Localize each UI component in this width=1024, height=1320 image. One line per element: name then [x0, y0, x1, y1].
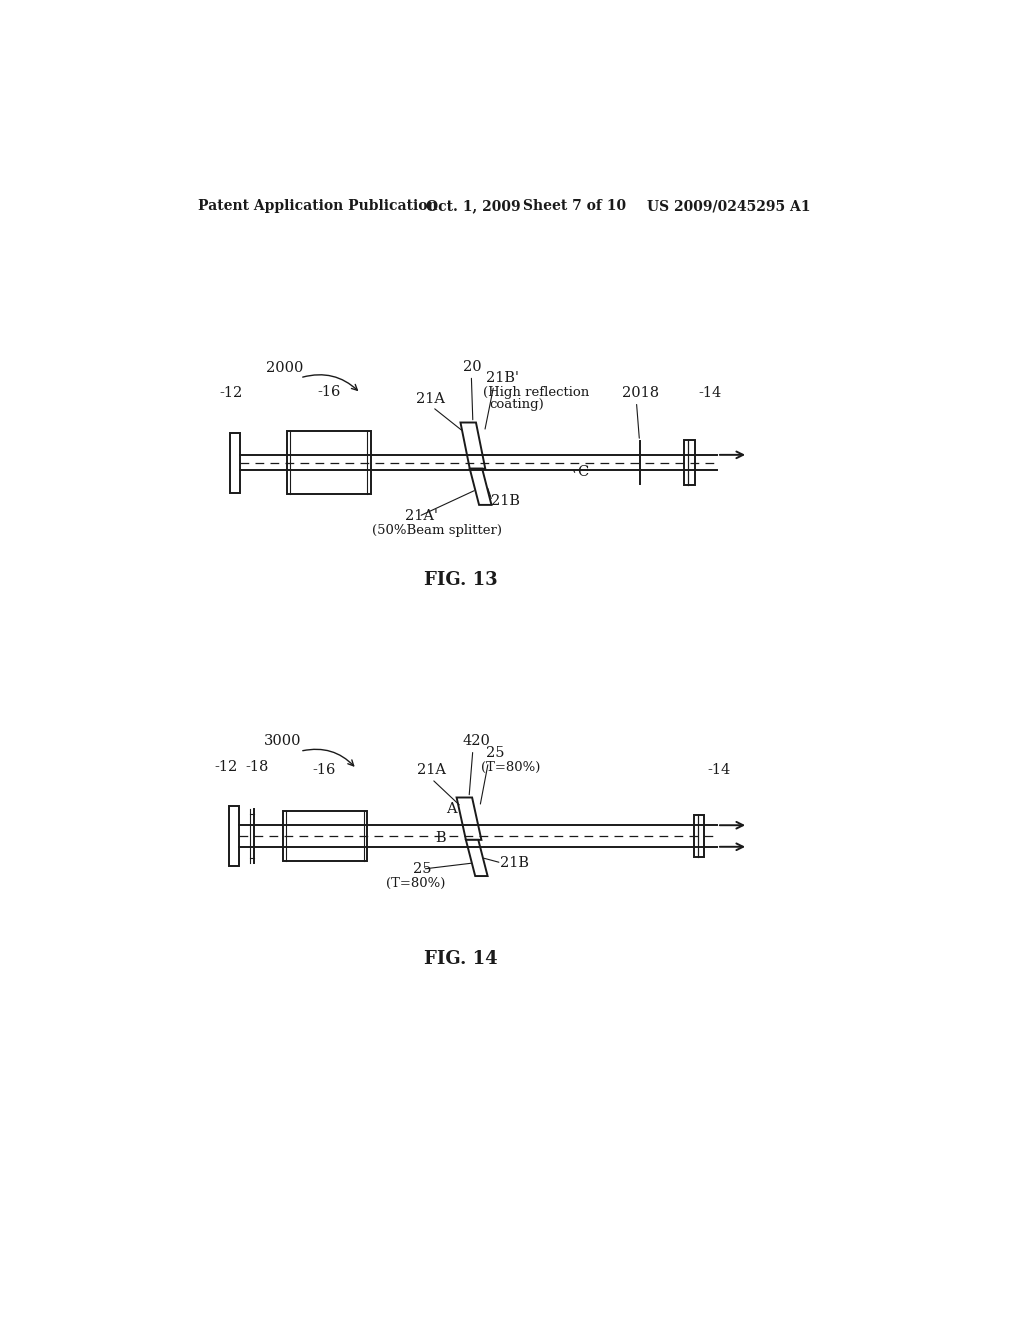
Bar [287, 432, 371, 494]
Text: 21A: 21A [417, 763, 446, 777]
Text: 25: 25 [486, 747, 505, 760]
Text: -16: -16 [317, 384, 341, 399]
Text: 21B: 21B [500, 855, 529, 870]
Text: (50%Beam splitter): (50%Beam splitter) [372, 524, 502, 537]
Bar [684, 441, 694, 484]
Polygon shape [470, 469, 492, 506]
Text: (T=80%): (T=80%) [480, 762, 540, 775]
Text: Sheet 7 of 10: Sheet 7 of 10 [523, 199, 627, 213]
Text: 3000: 3000 [263, 734, 301, 748]
Text: B: B [435, 832, 445, 845]
Text: Patent Application Publication: Patent Application Publication [198, 199, 437, 213]
Bar [228, 807, 239, 866]
Text: (T=80%): (T=80%) [386, 876, 445, 890]
Text: -18: -18 [246, 759, 269, 774]
Text: 25: 25 [414, 862, 432, 876]
Bar [230, 433, 241, 492]
Text: 21B: 21B [490, 494, 520, 508]
Text: (High reflection: (High reflection [483, 385, 589, 399]
Bar [283, 810, 367, 861]
Text: A: A [445, 803, 457, 816]
Text: 21A: 21A [417, 392, 445, 407]
Text: FIG. 14: FIG. 14 [424, 950, 498, 968]
Polygon shape [457, 797, 481, 840]
Text: FIG. 13: FIG. 13 [424, 572, 498, 589]
Text: -14: -14 [708, 763, 731, 777]
Text: 420: 420 [463, 734, 490, 748]
Text: 20: 20 [463, 360, 481, 374]
Text: 21B': 21B' [486, 371, 519, 384]
Text: Oct. 1, 2009: Oct. 1, 2009 [426, 199, 521, 213]
Text: -16: -16 [312, 763, 336, 777]
Text: 2018: 2018 [623, 387, 659, 400]
Text: -12: -12 [215, 760, 238, 775]
Text: -12: -12 [219, 387, 243, 400]
Text: US 2009/0245295 A1: US 2009/0245295 A1 [647, 199, 811, 213]
Polygon shape [461, 422, 485, 469]
Text: coating): coating) [489, 397, 544, 411]
Polygon shape [466, 840, 487, 876]
Text: 21A': 21A' [406, 510, 438, 523]
Text: 2000: 2000 [266, 362, 303, 375]
Bar [693, 816, 703, 857]
Text: C: C [578, 466, 589, 479]
Text: -14: -14 [698, 387, 722, 400]
